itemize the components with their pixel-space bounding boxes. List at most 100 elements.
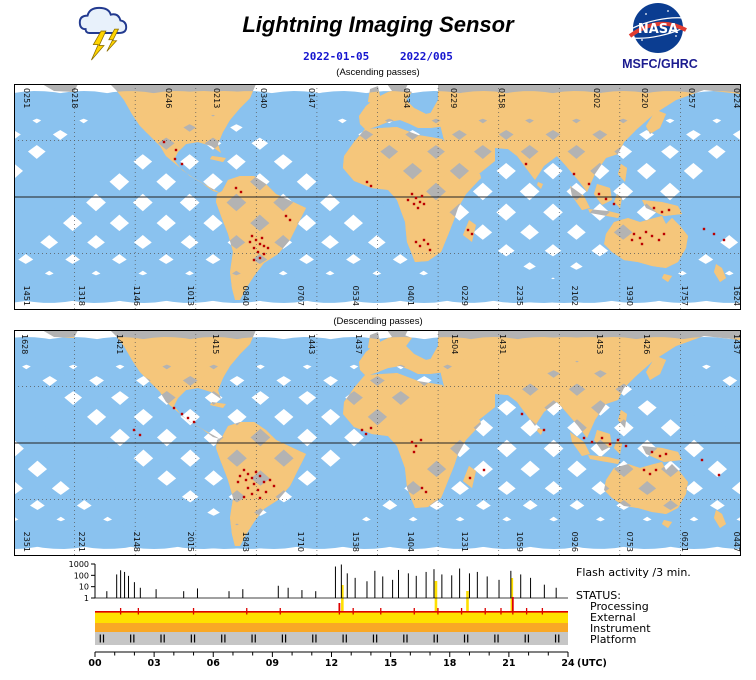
orbit-boundary-ticks (99, 634, 560, 643)
svg-text:1453: 1453 (595, 334, 604, 354)
orbit-time-labels: 0251 0218 0246 0213 0340 0147 0334 0229 0158 0202… (22, 88, 741, 306)
map-frame (14, 84, 741, 310)
svg-text:18: 18 (443, 658, 457, 669)
svg-text:0202: 0202 (592, 88, 601, 108)
flash-activity-label: Flash activity /3 min. (576, 566, 691, 579)
svg-text:1451: 1451 (22, 286, 31, 306)
svg-text:1059: 1059 (515, 532, 524, 552)
svg-text:0401: 0401 (406, 286, 415, 306)
svg-text:1628: 1628 (20, 334, 29, 354)
status-label: STATUS: (576, 589, 621, 602)
svg-text:0251: 0251 (22, 88, 31, 108)
hour-tick-labels: 00 03 06 09 12 15 18 21 24 (88, 658, 575, 669)
svg-text:1231: 1231 (460, 532, 469, 552)
svg-text:1426: 1426 (642, 334, 651, 354)
svg-text:0334: 0334 (402, 88, 411, 108)
external-status-band (95, 611, 568, 623)
svg-text:0753: 0753 (625, 532, 634, 552)
svg-text:0218: 0218 (70, 88, 79, 108)
svg-text:1431: 1431 (498, 334, 507, 354)
instrument-status-band (95, 623, 568, 632)
svg-text:1504: 1504 (450, 334, 459, 354)
processing-red-spikes (338, 597, 514, 611)
svg-text:12: 12 (325, 658, 338, 669)
storm-cloud-icon (78, 6, 128, 61)
flash-y-tick-labels: 1000 100 10 1 (69, 560, 95, 603)
svg-text:1437: 1437 (354, 334, 363, 354)
svg-text:1415: 1415 (211, 334, 220, 354)
svg-text:1146: 1146 (132, 286, 141, 306)
svg-text:0840: 0840 (241, 286, 250, 306)
date-doy: 2022/005 (399, 50, 453, 63)
svg-text:0158: 0158 (497, 88, 506, 108)
svg-text:2148: 2148 (132, 532, 141, 552)
svg-text:1757: 1757 (680, 286, 689, 306)
nasa-logo-text: NASA (638, 22, 678, 37)
date-line: 2022-01-05 2022/005 (0, 50, 756, 63)
svg-text:1624: 1624 (732, 286, 741, 306)
svg-text:1843: 1843 (241, 532, 250, 552)
svg-text:0926: 0926 (570, 532, 579, 552)
status-row-external: External (590, 611, 636, 624)
svg-text:15: 15 (384, 658, 397, 669)
svg-text:2102: 2102 (570, 286, 579, 306)
svg-text:2235: 2235 (515, 286, 524, 306)
svg-text:1: 1 (84, 594, 89, 603)
descending-passes-map: 1628 1421 1415 1443 1437 1504 1431 1453 1426 1437… (14, 330, 741, 556)
hour-ticks (94, 652, 569, 657)
lightning-flash-dots (162, 140, 726, 262)
svg-text:100: 100 (74, 571, 89, 580)
svg-text:1930: 1930 (625, 286, 634, 306)
svg-text:1318: 1318 (77, 286, 86, 306)
org-label: MSFC/GHRC (622, 57, 698, 71)
nasa-logo: NASA (626, 3, 690, 53)
svg-text:1404: 1404 (406, 532, 415, 552)
svg-text:03: 03 (148, 658, 161, 669)
svg-text:24: 24 (561, 658, 575, 669)
status-row-instrument: Instrument (590, 622, 651, 635)
orbit-time-labels: 1628 1421 1415 1443 1437 1504 1431 1453 1426 1437… (20, 334, 741, 552)
status-row-processing: Processing (590, 600, 649, 613)
svg-text:0447: 0447 (732, 532, 741, 552)
status-row-platform: Platform (590, 633, 636, 646)
svg-text:2221: 2221 (77, 532, 86, 552)
svg-text:00: 00 (88, 658, 102, 669)
flash-activity-spikes (106, 564, 557, 598)
svg-text:0534: 0534 (351, 286, 360, 306)
map-frame (14, 330, 741, 556)
svg-text:1000: 1000 (69, 560, 89, 569)
svg-text:10: 10 (79, 583, 89, 592)
svg-text:1443: 1443 (307, 334, 316, 354)
svg-text:0220: 0220 (640, 88, 649, 108)
platform-status-band (95, 632, 568, 645)
svg-text:1710: 1710 (296, 532, 305, 552)
svg-text:06: 06 (207, 658, 221, 669)
svg-text:0229: 0229 (449, 88, 458, 108)
date-iso: 2022-01-05 (303, 50, 370, 63)
svg-text:0224: 0224 (732, 88, 741, 108)
svg-text:09: 09 (266, 658, 279, 669)
svg-text:0621: 0621 (680, 532, 689, 552)
svg-text:1013: 1013 (186, 286, 195, 306)
svg-text:0213: 0213 (212, 88, 221, 108)
utc-label: (UTC) (577, 658, 607, 669)
svg-text:21: 21 (502, 658, 515, 669)
page-title: Lightning Imaging Sensor (242, 12, 514, 37)
svg-text:2015: 2015 (186, 532, 195, 552)
svg-text:2351: 2351 (22, 532, 31, 552)
svg-text:1538: 1538 (351, 532, 360, 552)
svg-text:1437: 1437 (732, 334, 741, 354)
svg-text:0147: 0147 (307, 88, 316, 108)
descending-passes-label: (Descending passes) (333, 316, 423, 327)
lightning-flash-dots (132, 406, 721, 500)
svg-text:0257: 0257 (687, 88, 696, 108)
processing-red-ticks (119, 608, 544, 615)
svg-text:1421: 1421 (115, 334, 124, 354)
svg-text:0340: 0340 (259, 88, 268, 108)
ascending-passes-map: 0251 0218 0246 0213 0340 0147 0334 0229 0158 0202… (14, 84, 741, 310)
svg-text:0246: 0246 (164, 88, 173, 108)
svg-text:0707: 0707 (296, 286, 305, 306)
svg-text:0229: 0229 (460, 286, 469, 306)
